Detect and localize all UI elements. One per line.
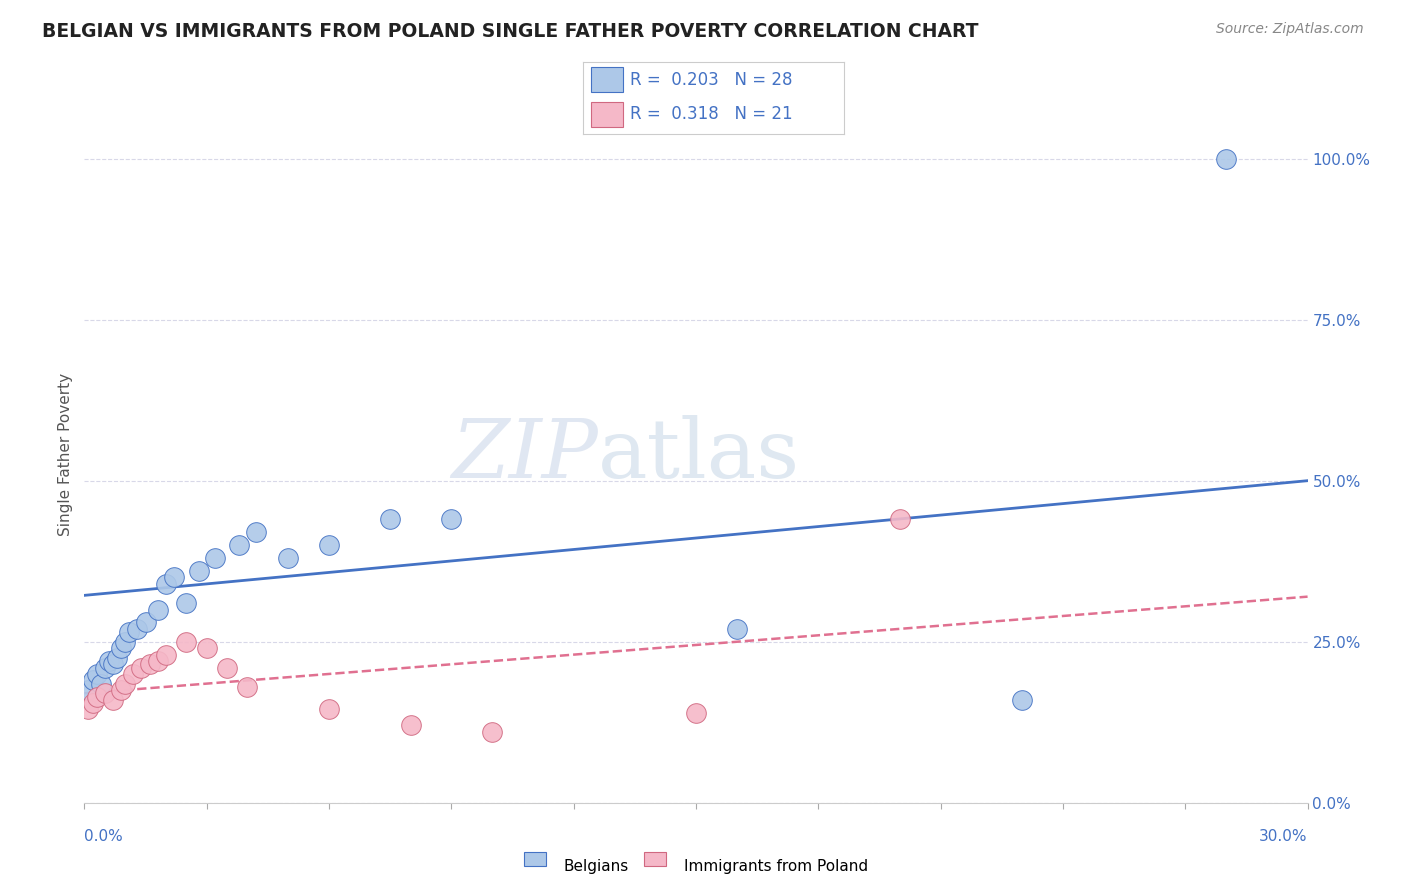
Point: [114, 634, 136, 648]
Point: [97, 654, 120, 668]
Point: [105, 651, 128, 665]
Point: [146, 602, 169, 616]
Point: [82, 673, 104, 688]
Point: [146, 654, 169, 668]
Point: [889, 512, 911, 526]
Point: [118, 625, 141, 640]
Point: [217, 660, 239, 674]
Legend: Belgians, Immigrants from Poland: Belgians, Immigrants from Poland: [524, 857, 868, 875]
Point: [399, 718, 422, 732]
Point: [114, 676, 136, 690]
Point: [90, 676, 112, 690]
Point: [195, 641, 218, 656]
Text: 0.0%: 0.0%: [84, 829, 124, 844]
Point: [77, 683, 100, 698]
Point: [1215, 152, 1237, 166]
Point: [93, 686, 115, 700]
Point: [122, 667, 145, 681]
Point: [127, 622, 149, 636]
Point: [110, 641, 132, 656]
Text: BELGIAN VS IMMIGRANTS FROM POLAND SINGLE FATHER POVERTY CORRELATION CHART: BELGIAN VS IMMIGRANTS FROM POLAND SINGLE…: [42, 22, 979, 41]
Point: [440, 512, 463, 526]
Text: Source: ZipAtlas.com: Source: ZipAtlas.com: [1216, 22, 1364, 37]
Point: [174, 634, 197, 648]
Text: R =  0.203   N = 28: R = 0.203 N = 28: [630, 70, 793, 88]
Point: [93, 660, 115, 674]
Point: [135, 615, 157, 630]
Point: [685, 706, 707, 720]
Point: [174, 596, 197, 610]
Point: [318, 538, 340, 552]
Point: [155, 576, 177, 591]
Bar: [592, 102, 623, 127]
Point: [138, 657, 160, 672]
Point: [86, 667, 108, 681]
Point: [277, 551, 299, 566]
Point: [481, 725, 503, 739]
Point: [86, 690, 108, 704]
Point: [82, 696, 104, 710]
Text: 30.0%: 30.0%: [1260, 829, 1308, 844]
Point: [236, 680, 259, 694]
Text: atlas: atlas: [598, 415, 800, 495]
Point: [155, 648, 177, 662]
Point: [131, 660, 153, 674]
Point: [187, 564, 209, 578]
Point: [318, 702, 340, 716]
Text: R =  0.318   N = 21: R = 0.318 N = 21: [630, 105, 793, 123]
Y-axis label: Single Father Poverty: Single Father Poverty: [58, 374, 73, 536]
Point: [101, 657, 124, 672]
Point: [725, 622, 748, 636]
Point: [163, 570, 186, 584]
Text: ZIP: ZIP: [451, 415, 598, 495]
Point: [245, 525, 267, 540]
Point: [204, 551, 226, 566]
Point: [380, 512, 402, 526]
Bar: [592, 68, 623, 93]
Point: [110, 683, 132, 698]
Point: [228, 538, 250, 552]
Point: [101, 692, 124, 706]
Point: [1011, 692, 1033, 706]
Point: [77, 702, 100, 716]
